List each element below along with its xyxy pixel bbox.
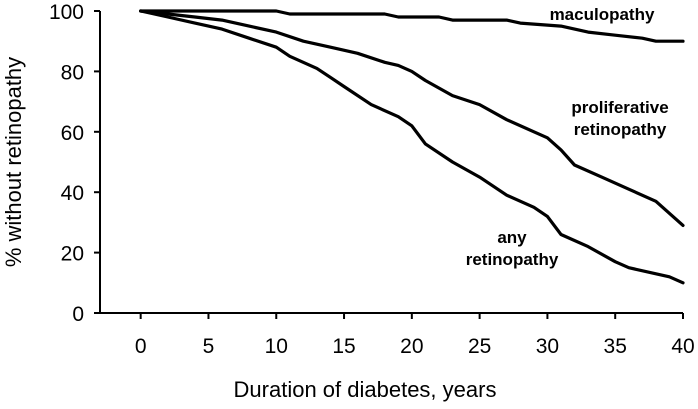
series-label-proliferative-retinopathy: proliferative retinopathy — [571, 98, 668, 139]
y-tick-label-40: 40 — [61, 182, 84, 205]
series-line-proliferative-retinopathy — [139, 9, 685, 227]
x-tick-label-20: 20 — [400, 335, 423, 358]
axes — [99, 11, 683, 314]
x-tick-label-0: 0 — [135, 335, 147, 358]
x-tick-label-25: 25 — [468, 335, 491, 358]
y-ticks: 0 20 40 60 80 100 — [49, 1, 100, 326]
y-tick-label-100: 100 — [49, 1, 84, 24]
x-ticks: 0 5 10 15 20 25 30 35 40 — [135, 313, 695, 358]
x-tick-label-5: 5 — [203, 335, 215, 358]
x-tick-label-35: 35 — [604, 335, 627, 358]
y-axis-title: % without retinopathy — [1, 57, 26, 267]
x-axis-title: Duration of diabetes, years — [234, 377, 497, 402]
y-tick-label-80: 80 — [61, 61, 84, 84]
x-tick-label-10: 10 — [265, 335, 288, 358]
series-line-any-retinopathy — [139, 9, 685, 285]
series-label-any-retinopathy: any retinopathy — [466, 228, 559, 269]
y-tick-label-60: 60 — [61, 122, 84, 145]
x-tick-label-15: 15 — [332, 335, 355, 358]
series-label-maculopathy: maculopathy — [550, 5, 655, 24]
series-lines — [139, 9, 685, 285]
y-tick-label-0: 0 — [72, 303, 84, 326]
x-tick-label-30: 30 — [536, 335, 559, 358]
series-labels: maculopathy proliferative retinopathy any re… — [466, 5, 669, 269]
x-tick-label-40: 40 — [671, 335, 694, 358]
y-tick-label-20: 20 — [61, 243, 84, 266]
series-line-maculopathy — [139, 9, 685, 43]
